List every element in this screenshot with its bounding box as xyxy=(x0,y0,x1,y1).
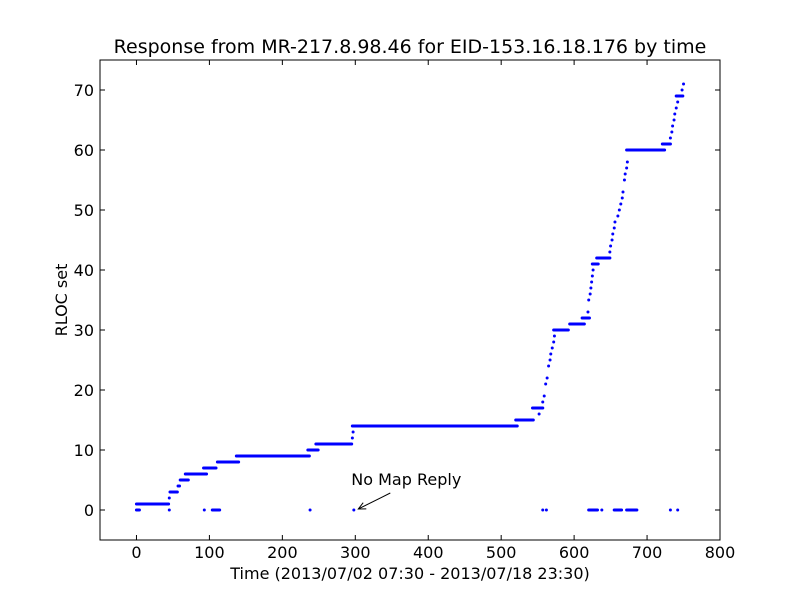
data-point xyxy=(613,220,617,224)
data-point xyxy=(625,166,629,170)
data-point xyxy=(350,436,354,440)
data-point xyxy=(541,400,545,404)
data-point xyxy=(670,130,674,134)
data-point xyxy=(676,508,680,512)
y-tick-label: 50 xyxy=(74,201,94,220)
data-point xyxy=(202,508,206,512)
data-point xyxy=(682,82,686,86)
y-tick-label: 60 xyxy=(74,141,94,160)
x-tick-label: 0 xyxy=(131,543,141,562)
data-point xyxy=(609,244,613,248)
data-point xyxy=(676,100,680,104)
data-point xyxy=(547,364,551,368)
data-point xyxy=(167,496,171,500)
x-tick-label: 700 xyxy=(632,543,663,562)
data-point xyxy=(668,508,672,512)
x-axis-label: Time (2013/07/02 07:30 - 2013/07/18 23:3… xyxy=(229,564,590,583)
y-axis-label: RLOC set xyxy=(52,264,71,337)
x-tick-label: 600 xyxy=(559,543,590,562)
data-point xyxy=(308,508,312,512)
data-point xyxy=(550,346,554,350)
x-axis-ticks: 0 100 200 300 400 500 600 700 800 xyxy=(131,60,735,562)
data-point xyxy=(591,268,595,272)
y-tick-label: 10 xyxy=(74,441,94,460)
data-point xyxy=(680,88,684,92)
chart-title: Response from MR-217.8.98.46 for EID-153… xyxy=(114,36,707,58)
x-tick-label: 100 xyxy=(194,543,225,562)
annotation-arrow-shaft xyxy=(358,492,391,510)
x-tick-label: 500 xyxy=(486,543,517,562)
data-point xyxy=(612,226,616,230)
y-tick-label: 40 xyxy=(74,261,94,280)
data-point xyxy=(545,376,549,380)
data-point xyxy=(352,508,356,512)
data-point xyxy=(243,454,247,458)
data-point xyxy=(621,190,625,194)
y-tick-label: 30 xyxy=(74,321,94,340)
data-point xyxy=(610,238,614,242)
data-point xyxy=(625,160,629,164)
data-point xyxy=(590,280,594,284)
plot-frame xyxy=(99,59,721,541)
data-point xyxy=(620,196,624,200)
data-point xyxy=(544,508,548,512)
data-point xyxy=(608,250,612,254)
y-tick-label: 20 xyxy=(74,381,94,400)
x-tick-label: 800 xyxy=(705,543,736,562)
data-point xyxy=(589,286,593,290)
data-point xyxy=(552,340,556,344)
data-point xyxy=(623,172,627,176)
y-tick-label: 0 xyxy=(84,501,94,520)
annotation-arrow-head xyxy=(357,502,367,510)
data-point xyxy=(586,310,590,314)
x-tick-label: 200 xyxy=(267,543,298,562)
data-point xyxy=(616,214,620,218)
data-point xyxy=(611,232,615,236)
data-point xyxy=(672,118,676,122)
annotation-layer: No Map Reply xyxy=(351,470,461,510)
data-point xyxy=(542,394,546,398)
data-point xyxy=(622,178,626,182)
data-point xyxy=(619,202,623,206)
data-point xyxy=(351,430,355,434)
data-point xyxy=(548,358,552,362)
data-point xyxy=(673,112,677,116)
data-point xyxy=(587,298,591,302)
x-tick-label: 300 xyxy=(340,543,371,562)
x-tick-label: 400 xyxy=(413,543,444,562)
data-point xyxy=(617,208,621,212)
data-point xyxy=(588,292,592,296)
data-point xyxy=(600,508,604,512)
data-points xyxy=(134,82,686,512)
data-point xyxy=(178,484,182,488)
data-point xyxy=(544,382,548,386)
y-tick-label: 70 xyxy=(74,81,94,100)
data-point xyxy=(590,274,594,278)
data-point xyxy=(552,334,556,338)
data-point xyxy=(167,508,171,512)
data-point xyxy=(541,508,545,512)
y-axis-ticks: 0 10 20 30 40 50 60 70 xyxy=(74,81,720,520)
data-point xyxy=(549,352,553,356)
data-point xyxy=(537,412,541,416)
data-point xyxy=(671,124,675,128)
data-point xyxy=(674,106,678,110)
annotation-text: No Map Reply xyxy=(351,470,461,489)
data-point xyxy=(668,136,672,140)
